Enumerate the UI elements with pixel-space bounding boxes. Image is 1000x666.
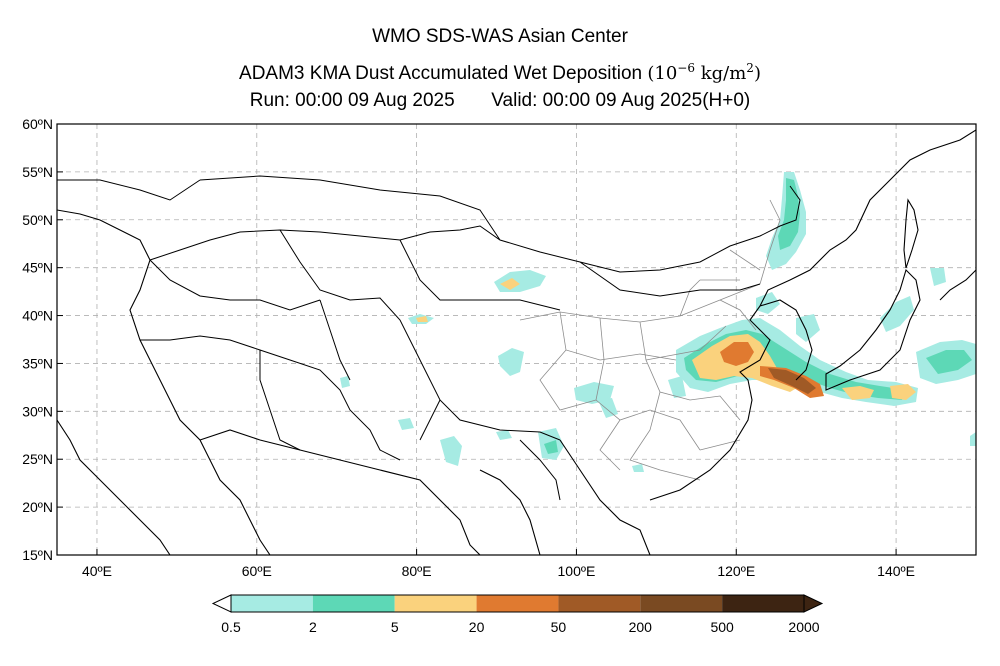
colorbar-segment (312, 595, 395, 612)
boundaries (57, 129, 976, 555)
title-main: ADAM3 KMA Dust Accumulated Wet Depositio… (239, 63, 643, 84)
deposition-patch-qinghai (498, 348, 524, 376)
lat-tick-label: 40ºN (22, 308, 53, 324)
lat-tick-label: 50ºN (22, 212, 53, 228)
colorbar-tick-label: 200 (629, 619, 653, 635)
deposition-patch-tianshan-core (500, 278, 520, 290)
colorbar-segment (722, 595, 804, 612)
title-line3: Run: 00:00 09 Aug 2025 Valid: 00:00 09 A… (0, 90, 1000, 112)
lat-tick-label: 25ºN (22, 451, 53, 467)
lon-tick-label: 40ºE (82, 563, 112, 579)
lon-tick-label: 100ºE (558, 563, 596, 579)
colorbar-tick-label: 5 (391, 619, 399, 635)
run-label: Run: 00:00 09 Aug 2025 (249, 90, 455, 111)
deposition-patch-shandong-core (720, 342, 754, 366)
map-frame (56, 123, 977, 556)
colorbar-tick-label: 500 (710, 619, 734, 635)
colorbar (211, 594, 824, 613)
colorbar-tick-label: 2 (309, 619, 317, 635)
deposition-patch-tianshan (494, 270, 546, 292)
lat-tick-label: 60ºN (22, 116, 53, 132)
colorbar-segment (394, 595, 477, 612)
lat-tick-label: 30ºN (22, 403, 53, 419)
lon-tick-label: 140ºE (877, 563, 915, 579)
colorbar-labels: 0.5 2 5 20 50 200 500 2000 (221, 619, 820, 635)
lat-tick-label: 20ºN (22, 499, 53, 515)
deposition-patch-amur-core (778, 178, 800, 250)
longitude-labels: 40ºE 60ºE 80ºE 100ºE 120ºE 140ºE (82, 549, 915, 579)
deposition-patch-sakhalin (930, 268, 946, 286)
deposition-patch-tibet-s (598, 398, 618, 418)
deposition-patch-bhutan (440, 436, 462, 466)
colorbar-tick-label: 50 (551, 619, 567, 635)
deposition-patch-assam-core (544, 440, 558, 454)
latitude-labels: 60ºN 55ºN 50ºN 45ºN 40ºN 35ºN 30ºN 25ºN 20ºN 15ºN (22, 116, 63, 563)
colorbar-under-arrow (211, 594, 232, 613)
colorbar-segment (558, 595, 641, 612)
colorbar-tick-label: 2000 (788, 619, 819, 635)
deposition-patch-bangladesh (496, 430, 512, 440)
colorbar-tick-label: 0.5 (221, 619, 241, 635)
deposition-patch-japan-south (842, 386, 874, 400)
province-boundaries (519, 199, 781, 481)
lat-tick-label: 35ºN (22, 355, 53, 371)
valid-label: Valid: 00:00 09 Aug 2025(H+0) (491, 90, 751, 111)
deposition-patch-tibet (574, 382, 614, 404)
colorbar-outline (230, 594, 805, 613)
lat-tick-label: 55ºN (22, 164, 53, 180)
deposition-patch-korea-north (756, 292, 780, 314)
deposition-patch-iran (340, 376, 350, 388)
lon-tick-label: 80ºE (402, 563, 432, 579)
deposition-patch-tarim-core (416, 316, 428, 322)
deposition-patch-japan-east (890, 384, 916, 400)
lon-tick-label: 120ºE (717, 563, 755, 579)
deposition-patch-taiwan-e (970, 432, 976, 446)
deposition-patch-nepal (398, 418, 414, 430)
lat-tick-label: 15ºN (22, 547, 53, 563)
lon-tick-label: 60ºE (242, 563, 272, 579)
graticule (57, 123, 976, 556)
country-borders (57, 175, 801, 501)
title-line1: WMO SDS-WAS Asian Center (372, 26, 628, 47)
deposition-patch-pacific-core (926, 350, 972, 374)
deposition-patch-southchina (632, 464, 644, 472)
deposition-patch-korea-core (768, 368, 816, 394)
title-line2: ADAM3 KMA Dust Accumulated Wet Depositio… (0, 61, 1000, 85)
colorbar-segment (476, 595, 559, 612)
title-units: (10−6 kg/m2) (647, 61, 761, 84)
deposition-field (340, 172, 976, 472)
colorbar-segment (640, 595, 723, 612)
colorbar-segment (231, 595, 313, 612)
coastline (57, 129, 976, 555)
deposition-patch-japan-west (880, 296, 914, 332)
colorbar-tick-label: 20 (469, 619, 485, 635)
deposition-patch-hubei (668, 376, 686, 398)
colorbar-over-arrow (803, 594, 824, 613)
lat-tick-label: 45ºN (22, 260, 53, 276)
